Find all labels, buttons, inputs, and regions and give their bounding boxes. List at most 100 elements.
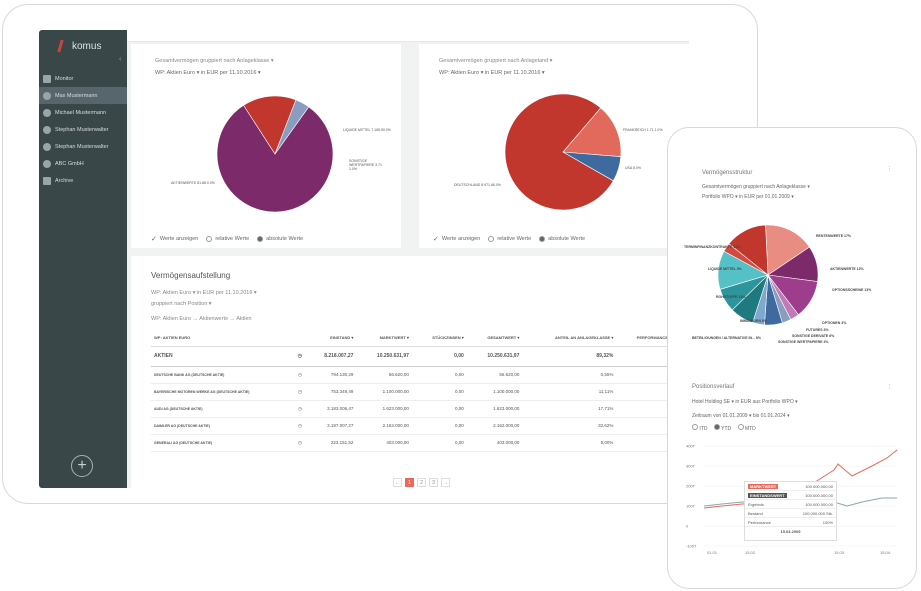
sidebar-item[interactable]: Stephan Musterwalter xyxy=(39,121,127,138)
absolute-radio[interactable] xyxy=(539,236,545,242)
logo-text: komus xyxy=(72,41,101,52)
itd-radio[interactable] xyxy=(692,424,698,430)
sidebar-item-label: Michael Mustermann xyxy=(55,110,106,116)
cell-text: 1.623.000,00 xyxy=(493,406,519,411)
tooltip-value: 100.000.000 Stk. xyxy=(803,511,833,516)
cell-text: AKTIEN xyxy=(154,353,173,359)
column-header[interactable]: MARKTWERT ▾ xyxy=(356,330,412,346)
table-row[interactable]: AKTIEN ◷ 8.218.007,27 10.250.631,97 0,00 10.… xyxy=(151,346,671,366)
cell-text: 17,71% xyxy=(598,406,613,411)
tablet-screen: komus ‹ Monitor Max Mustermann Michael Mus… xyxy=(39,30,689,488)
cell-text: 89,32% xyxy=(596,353,613,359)
page-button[interactable]: ← xyxy=(393,478,402,487)
pie-label: SONSTIGE WERTPAPIERE 4% xyxy=(778,340,829,344)
column-header[interactable]: EINSTAND ▾ xyxy=(305,330,356,346)
pie-label: LIQUIDE MITTEL 3% xyxy=(708,267,742,271)
page-button[interactable]: → xyxy=(441,478,450,487)
history-icon[interactable]: ◷ xyxy=(298,440,302,446)
cell-text: 0,00 xyxy=(455,423,464,428)
tooltip-label: Ergebnis xyxy=(748,502,764,507)
pie-label: FUTURES 3% xyxy=(806,328,829,332)
history-icon[interactable]: ◷ xyxy=(298,423,302,429)
relative-label: relative Werte xyxy=(215,236,249,242)
tooltip-value: 100.000.000,00 xyxy=(805,493,833,498)
table-row[interactable]: DAIMLER AG (DEUTSCHE AKTIE) ◷ 3.197.007,2… xyxy=(151,417,671,434)
holdings-card: Vermögensaufstellung WP: Aktien Euro ▾ i… xyxy=(131,256,689,488)
table-cell: 0,00 xyxy=(412,346,467,366)
history-icon[interactable]: ◷ xyxy=(298,353,302,359)
table-cell: 17,71% xyxy=(522,400,616,417)
column-header[interactable]: GESAMTWERT ▾ xyxy=(467,330,523,346)
table-cell xyxy=(616,383,671,400)
relative-radio[interactable] xyxy=(206,236,212,242)
itd-label: ITD xyxy=(699,426,707,432)
sidebar-item[interactable]: ABC GmbH xyxy=(39,155,127,172)
absolute-radio[interactable] xyxy=(257,236,263,242)
table-row[interactable]: DEUTSCHE BANK AG (DEUTSCHE AKTIE) ◷ 794.1… xyxy=(151,366,671,383)
cell-text: 56.620,00 xyxy=(389,372,409,377)
cell-text: BAYERISCHE MOTOREN WERKE AG (DEUTSCHE AK… xyxy=(154,390,249,394)
table-cell: 8.218.007,27 xyxy=(305,346,356,366)
sidebar-item-label: Archive xyxy=(55,178,73,184)
portfolio-select[interactable]: WP: Aktien Euro ▾ in EUR per 11.10.2016 … xyxy=(151,290,257,296)
more-icon[interactable]: ⋮ xyxy=(887,166,892,172)
table-cell: 5,00% xyxy=(522,434,616,451)
tooltip-value: 100.000.000,00 xyxy=(805,484,833,489)
mtd-radio[interactable] xyxy=(738,424,744,430)
table-row[interactable]: AUDI AG (DEUTSCHE AKTIE) ◷ 3.183.006,47 1.… xyxy=(151,400,671,417)
monitor-icon xyxy=(43,75,51,83)
breadcrumb[interactable]: WP: Aktien Euro → Aktienwerte → Aktien xyxy=(151,316,252,322)
column-header[interactable]: ANTEIL AN ANLAGEKLASSE ▾ xyxy=(522,330,616,346)
tooltip-row: Ergebnis 100.000.000,00 xyxy=(745,500,836,509)
history-icon[interactable]: ◷ xyxy=(298,389,302,395)
table-cell: BAYERISCHE MOTOREN WERKE AG (DEUTSCHE AK… xyxy=(151,383,305,400)
tooltip-row: Performance 100% xyxy=(745,518,836,527)
page-button[interactable]: 3 xyxy=(429,478,438,487)
table-cell: AUDI AG (DEUTSCHE AKTIE) ◷ xyxy=(151,400,305,417)
table-row[interactable]: GENERALI AG (DEUTSCHE AKTIE) ◷ 223.151,52… xyxy=(151,434,671,451)
sidebar-item[interactable]: Stephan Musterwalter xyxy=(39,138,127,155)
check-icon[interactable]: ✓ xyxy=(433,235,439,243)
table-cell: 1.100.000,00 xyxy=(467,383,523,400)
table-cell: 0,00 xyxy=(412,417,467,434)
check-icon[interactable]: ✓ xyxy=(151,235,157,243)
cell-text: 403.000,00 xyxy=(386,440,409,445)
table-cell xyxy=(616,346,671,366)
cell-text: 403.000,00 xyxy=(497,440,520,445)
table-cell: DEUTSCHE BANK AG (DEUTSCHE AKTIE) ◷ xyxy=(151,366,305,383)
grouping-select[interactable]: Gesamtvermögen gruppiert nach Anlageklas… xyxy=(702,184,810,190)
mtd-label: MTD xyxy=(745,426,756,432)
sidebar-item[interactable]: Michael Mustermann xyxy=(39,104,127,121)
position-select[interactable]: Hotel Holding SE ▾ in EUR aus Portfolio … xyxy=(692,399,798,405)
show-values-toggle[interactable]: Werte anzeigen xyxy=(160,236,198,242)
history-icon[interactable]: ◷ xyxy=(298,406,302,412)
plus-icon[interactable]: + xyxy=(71,455,93,477)
column-header[interactable]: WP: AKTIEN EURO xyxy=(151,330,305,346)
more-icon[interactable]: ⋮ xyxy=(887,384,892,390)
sidebar-item-label: Stephan Musterwalter xyxy=(55,144,109,150)
tooltip-row: Bestand 100.000.000 Stk. xyxy=(745,509,836,518)
ytd-radio[interactable] xyxy=(714,424,720,430)
date-range[interactable]: Zeitraum von 01.01.2009 ▾ bis 01.01.2024… xyxy=(692,413,790,419)
page-button[interactable]: 1 xyxy=(405,478,414,487)
sidebar-item[interactable]: Archive xyxy=(39,172,127,189)
x-tick-label: 15.02. xyxy=(745,550,756,555)
cell-text: 0,00 xyxy=(455,440,464,445)
sidebar-item[interactable]: Max Mustermann xyxy=(39,87,127,104)
cell-text: 1.100.000,00 xyxy=(383,389,409,394)
table-row[interactable]: BAYERISCHE MOTOREN WERKE AG (DEUTSCHE AK… xyxy=(151,383,671,400)
pie-label: AKTIENWERTE 12% xyxy=(830,267,864,271)
history-icon[interactable]: ◷ xyxy=(298,372,302,378)
column-header[interactable]: STÜCKZINSEN ▾ xyxy=(412,330,467,346)
value-options: ✓ Werte anzeigen relative Werte absolute… xyxy=(433,235,585,243)
pie-label: ROHSTOFFE 13% xyxy=(716,295,746,299)
chevron-left-icon[interactable]: ‹ xyxy=(119,56,121,63)
show-values-toggle[interactable]: Werte anzeigen xyxy=(442,236,480,242)
holdings-table: WP: AKTIEN EURO EINSTAND ▾ MARKTWERT ▾ STÜC… xyxy=(151,330,671,452)
column-header[interactable]: PERFORMANCE xyxy=(616,330,671,346)
grouping-select[interactable]: gruppiert nach Position ▾ xyxy=(151,301,212,307)
page-button[interactable]: 2 xyxy=(417,478,426,487)
table-cell: 753.349,49 xyxy=(305,383,356,400)
relative-radio[interactable] xyxy=(488,236,494,242)
sidebar-item[interactable]: Monitor xyxy=(39,70,127,87)
